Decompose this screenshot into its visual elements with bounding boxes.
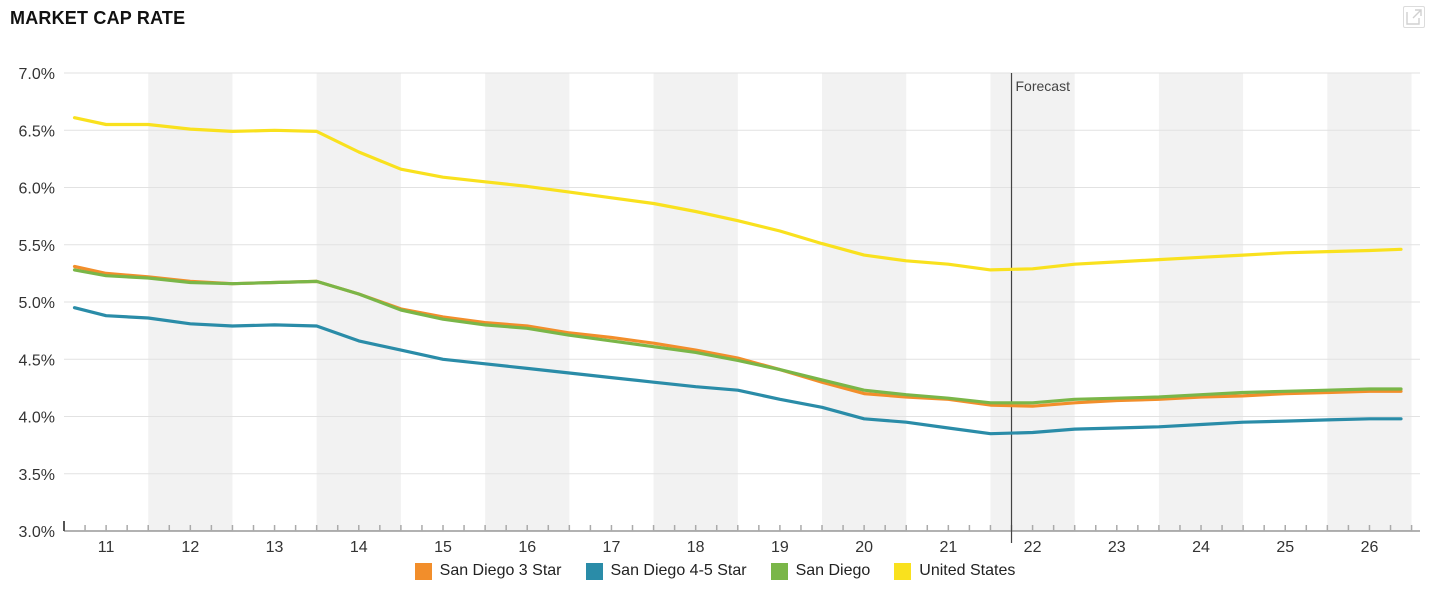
x-tick-label: 17 [603, 539, 621, 556]
x-tick-label: 18 [687, 539, 705, 556]
x-tick-label: 13 [266, 539, 284, 556]
legend-swatch [585, 562, 603, 580]
legend-label: San Diego [795, 562, 871, 579]
legend-swatch [414, 562, 432, 580]
x-tick-label: 11 [98, 539, 115, 556]
y-tick-label: 7.0% [19, 66, 55, 83]
legend-item[interactable]: San Diego 3 Star [414, 562, 562, 580]
x-tick-label: 24 [1192, 539, 1210, 556]
legend-swatch [770, 562, 788, 580]
x-tick-label: 22 [1024, 539, 1042, 556]
y-tick-label: 5.5% [19, 238, 55, 255]
chart-title: MARKET CAP RATE [10, 8, 186, 28]
y-tick-label: 3.0% [19, 524, 55, 541]
x-tick-label: 19 [771, 539, 789, 556]
legend-item[interactable]: San Diego [770, 562, 871, 580]
line-chart: 7.0% 6.5% 6.0% 5.5% 5.0% 4.5% 4.0% 3.5% 3.0% 11 12… [19, 66, 1420, 556]
x-tick-label: 26 [1361, 539, 1379, 556]
y-tick-label: 3.5% [19, 467, 55, 484]
legend-label: San Diego 3 Star [439, 562, 562, 579]
x-tick-label: 16 [518, 539, 536, 556]
series-line [72, 268, 1403, 405]
y-tick-label: 6.5% [19, 123, 55, 140]
x-tick-label: 20 [855, 539, 873, 556]
y-tick-label: 6.0% [19, 181, 55, 198]
legend-item[interactable]: United States [894, 562, 1015, 580]
y-tick-label: 5.0% [19, 295, 55, 312]
y-tick-label: 4.5% [19, 352, 55, 369]
chart-legend: San Diego 3 Star San Diego 4-5 Star San Di… [0, 559, 1430, 583]
forecast-label: Forecast [1016, 78, 1071, 94]
x-tick-label: 21 [939, 539, 957, 556]
x-tick-label: 12 [181, 539, 199, 556]
legend-swatch [894, 562, 912, 580]
y-tick-label: 4.0% [19, 410, 55, 427]
x-tick-label: 25 [1276, 539, 1294, 556]
legend-item[interactable]: San Diego 4-5 Star [585, 562, 747, 580]
legend-label: San Diego 4-5 Star [610, 562, 747, 579]
expand-icon [1406, 9, 1422, 25]
x-tick-label: 14 [350, 539, 368, 556]
series-line [72, 306, 1403, 436]
x-tick-label: 23 [1108, 539, 1126, 556]
expand-button[interactable] [1403, 6, 1425, 28]
x-tick-label: 15 [434, 539, 452, 556]
legend-label: United States [919, 562, 1016, 579]
series-line [72, 116, 1403, 272]
